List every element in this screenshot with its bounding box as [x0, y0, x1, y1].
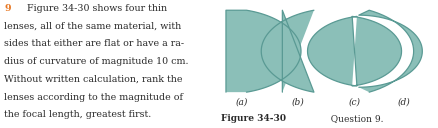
Text: lenses according to the magnitude of: lenses according to the magnitude of — [4, 93, 183, 102]
Text: Without written calculation, rank the: Without written calculation, rank the — [4, 75, 183, 84]
Polygon shape — [359, 10, 422, 92]
Text: dius of curvature of magnitude 10 cm.: dius of curvature of magnitude 10 cm. — [4, 57, 189, 66]
Text: sides that either are flat or have a ra-: sides that either are flat or have a ra- — [4, 39, 184, 48]
Text: (b): (b) — [292, 98, 304, 107]
Polygon shape — [226, 10, 301, 92]
Text: Question 9.: Question 9. — [325, 114, 384, 123]
Polygon shape — [261, 10, 314, 92]
Polygon shape — [307, 16, 402, 86]
Text: 9: 9 — [4, 4, 11, 13]
Text: the focal length, greatest first.: the focal length, greatest first. — [4, 110, 152, 119]
Text: (d): (d) — [398, 98, 410, 107]
Text: lenses, all of the same material, with: lenses, all of the same material, with — [4, 22, 181, 31]
Text: Figure 34-30 shows four thin: Figure 34-30 shows four thin — [21, 4, 167, 13]
Text: (a): (a) — [236, 98, 248, 107]
Text: Figure 34-30: Figure 34-30 — [222, 114, 286, 123]
Text: (c): (c) — [349, 98, 360, 107]
